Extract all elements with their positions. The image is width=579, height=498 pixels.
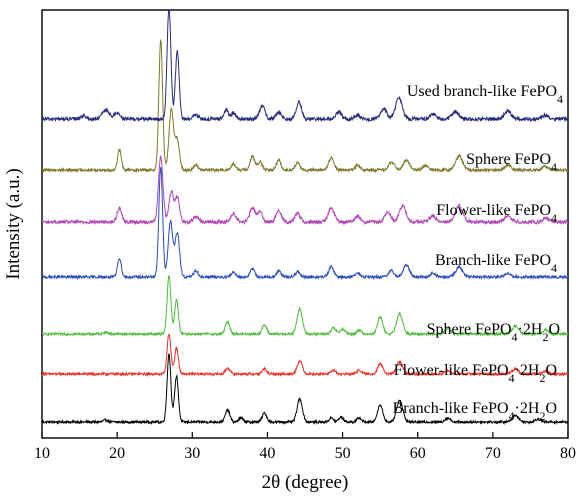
label-text: Branch-like FePO	[393, 400, 509, 417]
y-axis-label: Intensity (a.u.)	[3, 168, 24, 279]
label-text: ·2H	[515, 362, 540, 379]
x-tick-label: 30	[184, 445, 200, 462]
label-text: O	[545, 362, 557, 379]
label-text: Sphere FePO	[466, 151, 551, 168]
label-subscript: 4	[509, 409, 515, 423]
series-line-2	[42, 275, 568, 338]
series-label-0: Branch-like FePO4·2H2O	[393, 400, 557, 423]
label-subscript: 4	[551, 211, 557, 225]
series-line-0	[42, 352, 568, 426]
label-text: Flower-like FePO	[436, 202, 551, 219]
label-subscript: 2	[542, 330, 548, 344]
series-line-5	[42, 38, 568, 174]
label-text: Sphere FePO	[427, 321, 512, 338]
x-axis-label: 2θ (degree)	[262, 472, 349, 493]
label-text: Used branch-like FePO	[407, 83, 557, 100]
label-subscript: 4	[512, 330, 518, 344]
label-text: Flower-like FePO	[394, 362, 509, 379]
series-line-1	[42, 333, 568, 378]
x-tick-label: 10	[34, 445, 50, 462]
series-label-3: Branch-like FePO4	[435, 252, 557, 275]
x-axis-ticks: 10 20 30 40 50 60 70 80	[34, 432, 576, 462]
label-text: O	[545, 400, 557, 417]
series-label-2: Sphere FePO4·2H2O	[427, 321, 560, 344]
label-subscript: 2	[539, 409, 545, 423]
series-layer	[42, 10, 568, 426]
x-tick-label: 40	[259, 445, 275, 462]
x-tick-label: 70	[485, 445, 501, 462]
series-line-6	[42, 10, 568, 123]
x-tick-label: 60	[410, 445, 426, 462]
label-subscript: 4	[509, 371, 515, 385]
label-text: O	[548, 321, 560, 338]
label-text: ·2H	[518, 321, 543, 338]
series-label-1: Flower-like FePO4·2H2O	[394, 362, 557, 385]
series-label-5: Sphere FePO4	[466, 151, 557, 174]
label-text: ·2H	[515, 400, 540, 417]
label-subscript: 2	[539, 371, 545, 385]
series-label-6: Used branch-like FePO4	[407, 83, 563, 106]
label-subscript: 4	[557, 92, 563, 106]
x-tick-label: 20	[109, 445, 125, 462]
series-label-4: Flower-like FePO4	[436, 202, 557, 225]
label-subscript: 4	[551, 160, 557, 174]
x-tick-label: 50	[335, 445, 351, 462]
label-text: Branch-like FePO	[435, 252, 551, 269]
series-line-4	[42, 155, 568, 226]
label-subscript: 4	[551, 261, 557, 275]
series-line-3	[42, 167, 568, 281]
plot-frame	[41, 9, 569, 439]
x-tick-label: 80	[560, 445, 576, 462]
